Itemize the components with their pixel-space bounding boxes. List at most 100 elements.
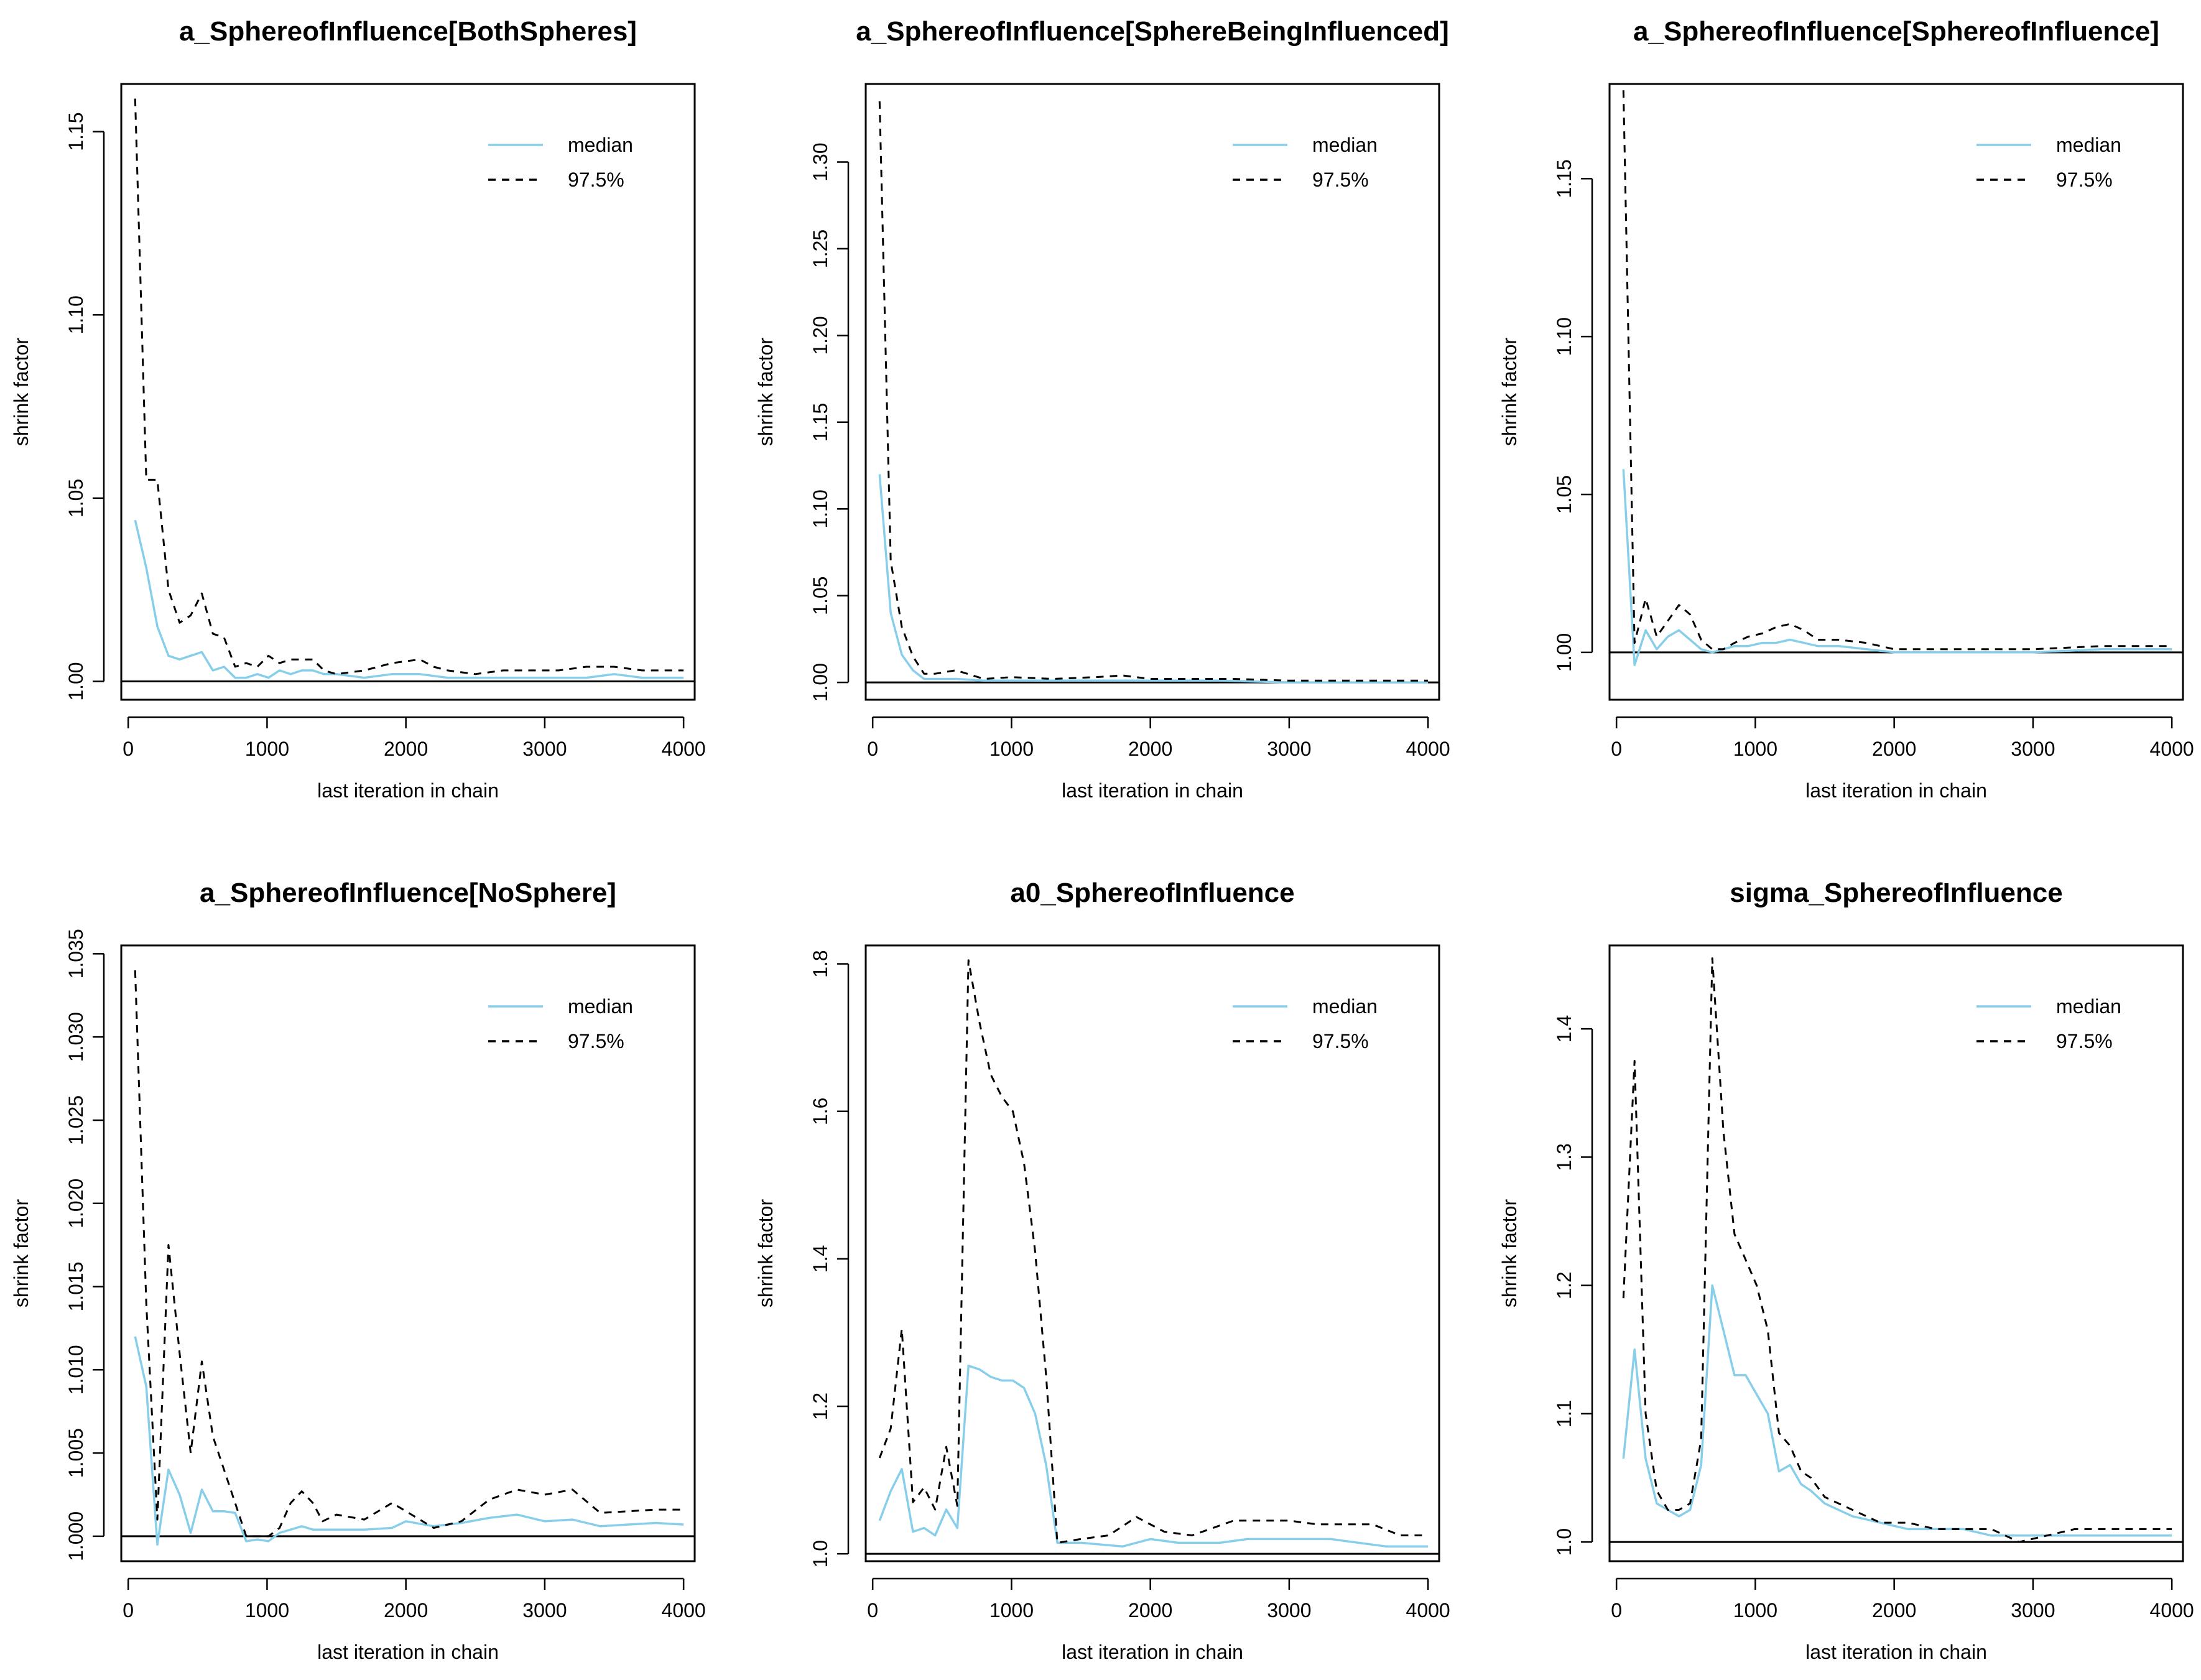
quantile-97-5-line	[134, 98, 684, 675]
quantile-97-5-line	[134, 970, 684, 1538]
legend: median 97.5%	[1976, 995, 2121, 1052]
x-tick-label: 1000	[1733, 1599, 1777, 1622]
legend-median-label: median	[2056, 995, 2121, 1018]
legend-median-label: median	[1312, 134, 1378, 156]
x-tick-label: 2000	[1872, 1599, 1916, 1622]
y-axis-label: shrink factor	[10, 1199, 32, 1308]
x-tick-label: 4000	[662, 738, 706, 760]
chart-title: a_SphereofInfluence[NoSphere]	[200, 878, 616, 908]
y-tick-label: 1.4	[809, 1245, 832, 1273]
y-tick-label: 1.030	[65, 1012, 87, 1062]
x-tick-label: 4000	[2150, 1599, 2194, 1622]
x-tick-label: 4000	[1406, 738, 1450, 760]
x-axis-label: last iteration in chain	[1805, 779, 1987, 802]
chart-panel-1: a_SphereofInfluence[BothSpheres] 0 1000 200…	[10, 16, 706, 802]
x-tick-label: 0	[867, 738, 878, 760]
x-tick-label: 0	[123, 738, 134, 760]
y-tick-label: 1.3	[1553, 1143, 1575, 1171]
y-axis: 1.00 1.05 1.10 1.15 1.20 1.25 1.30	[809, 142, 850, 702]
x-tick-label: 3000	[2011, 738, 2055, 760]
plot-frame	[1608, 944, 2184, 1562]
chart-title: sigma_SphereofInfluence	[1730, 878, 2062, 908]
x-tick-label: 0	[1611, 1599, 1622, 1622]
y-axis: 1.0 1.2 1.4 1.6 1.8	[809, 950, 850, 1567]
x-tick-label: 4000	[2150, 738, 2194, 760]
y-tick-label: 1.05	[65, 479, 87, 517]
x-axis-label: last iteration in chain	[1062, 779, 1243, 802]
x-tick-label: 0	[1611, 738, 1622, 760]
y-tick-label: 1.010	[65, 1345, 87, 1395]
y-axis: 1.000 1.005 1.010 1.015 1.020 1.025 1.030 1.035	[65, 929, 105, 1561]
y-tick-label: 1.025	[65, 1095, 87, 1145]
plot-frame	[864, 83, 1440, 701]
x-tick-label: 3000	[2011, 1599, 2055, 1622]
plot-frame	[120, 944, 696, 1562]
x-axis: 0 1000 2000 3000 4000	[123, 1577, 706, 1622]
y-tick-label: 1.0	[809, 1540, 832, 1567]
y-tick-label: 1.0	[1553, 1528, 1575, 1556]
legend-quantile-label: 97.5%	[568, 1030, 624, 1052]
x-tick-label: 2000	[384, 1599, 428, 1622]
quantile-97-5-line	[1622, 957, 2172, 1543]
x-tick-label: 3000	[1267, 738, 1311, 760]
x-tick-label: 1000	[989, 1599, 1034, 1622]
legend: median 97.5%	[488, 995, 633, 1052]
x-axis-label: last iteration in chain	[1062, 1641, 1243, 1663]
y-tick-label: 1.1	[1553, 1400, 1575, 1427]
y-tick-label: 1.005	[65, 1428, 87, 1478]
y-axis-label: shrink factor	[754, 1199, 777, 1308]
y-tick-label: 1.15	[65, 112, 87, 151]
chart-title: a_SphereofInfluence[SphereofInfluence]	[1633, 16, 2159, 47]
median-line	[878, 474, 1429, 684]
x-axis: 0 1000 2000 3000 4000	[1611, 716, 2194, 760]
quantile-97-5-line	[878, 101, 1429, 682]
x-tick-label: 3000	[522, 738, 567, 760]
x-axis: 0 1000 2000 3000 4000	[867, 716, 1450, 760]
y-tick-label: 1.015	[65, 1261, 87, 1311]
x-tick-label: 1000	[245, 1599, 289, 1622]
x-tick-label: 4000	[662, 1599, 706, 1622]
y-tick-label: 1.05	[1553, 475, 1575, 514]
legend-median-label: median	[1312, 995, 1378, 1018]
x-axis-label: last iteration in chain	[317, 779, 499, 802]
x-tick-label: 1000	[245, 738, 289, 760]
y-tick-label: 1.000	[65, 1511, 87, 1561]
plot-frame	[864, 944, 1440, 1562]
y-tick-label: 1.035	[65, 929, 87, 978]
median-line	[1622, 1284, 2172, 1537]
chart-panel-3: a_SphereofInfluence[SphereofInfluence] 0 1…	[1498, 16, 2194, 802]
legend: median 97.5%	[1233, 134, 1378, 191]
y-axis-label: shrink factor	[10, 338, 32, 447]
median-line	[134, 1336, 684, 1546]
legend: median 97.5%	[488, 134, 633, 191]
legend-quantile-label: 97.5%	[2056, 1030, 2113, 1052]
y-axis: 1.00 1.05 1.10 1.15	[65, 112, 105, 701]
y-tick-label: 1.20	[809, 316, 832, 355]
y-tick-label: 1.10	[65, 295, 87, 334]
y-tick-label: 1.15	[809, 403, 832, 442]
chart-title: a_SphereofInfluence[SphereBeingInfluence…	[856, 16, 1449, 47]
chart-panel-5: a0_SphereofInfluence 0 1000 2000 3000 4000 las…	[754, 878, 1450, 1663]
x-tick-label: 2000	[1128, 738, 1172, 760]
x-tick-label: 0	[867, 1599, 878, 1622]
y-tick-label: 1.4	[1553, 1015, 1575, 1042]
y-axis: 1.00 1.05 1.10 1.15	[1553, 159, 1593, 672]
x-tick-label: 4000	[1406, 1599, 1450, 1622]
y-tick-label: 1.2	[1553, 1271, 1575, 1299]
y-axis-label: shrink factor	[1498, 338, 1521, 447]
y-tick-label: 1.00	[809, 663, 832, 702]
legend-quantile-label: 97.5%	[1312, 169, 1369, 191]
median-line	[878, 1365, 1429, 1548]
median-line	[134, 519, 684, 679]
y-tick-label: 1.020	[65, 1179, 87, 1228]
y-axis: 1.0 1.1 1.2 1.3 1.4	[1553, 1015, 1593, 1556]
x-tick-label: 3000	[522, 1599, 567, 1622]
y-tick-label: 1.05	[809, 577, 832, 615]
y-tick-label: 1.30	[809, 142, 832, 181]
chart-title: a0_SphereofInfluence	[1010, 878, 1294, 908]
x-tick-label: 2000	[1872, 738, 1916, 760]
legend-quantile-label: 97.5%	[568, 169, 624, 191]
x-tick-label: 2000	[1128, 1599, 1172, 1622]
median-line	[1622, 469, 2172, 666]
